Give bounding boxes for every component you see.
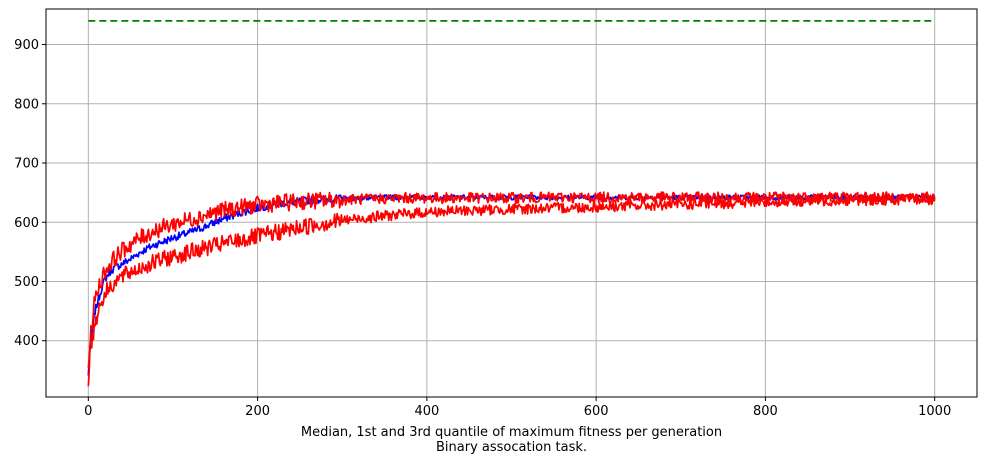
x-tick-label: 0 [84, 404, 92, 419]
series-line-quantile-1st [87, 193, 936, 387]
x-tick-label: 1000 [918, 404, 951, 419]
y-tick-label: 600 [14, 216, 39, 231]
x-axis: 0 200 400 600 800 1000 [84, 397, 951, 419]
x-axis-label: Median, 1st and 3rd quantile of maximum … [301, 425, 722, 440]
x-axis-label-line2: Binary assocation task. [436, 440, 587, 455]
x-tick-label: 400 [414, 404, 439, 419]
y-tick-label: 700 [14, 157, 39, 172]
x-tick-label: 600 [584, 404, 609, 419]
series-layer [87, 19, 936, 387]
y-tick-label: 400 [14, 334, 39, 349]
x-tick-label: 800 [753, 404, 778, 419]
x-tick-label: 200 [245, 404, 270, 419]
y-axis: 400 500 600 700 800 900 [14, 38, 46, 349]
y-tick-label: 500 [14, 275, 39, 290]
y-tick-label: 900 [14, 38, 39, 53]
series-line-quantile-3rd [87, 191, 936, 369]
plot-frame [45, 8, 978, 398]
y-tick-label: 800 [14, 97, 39, 112]
